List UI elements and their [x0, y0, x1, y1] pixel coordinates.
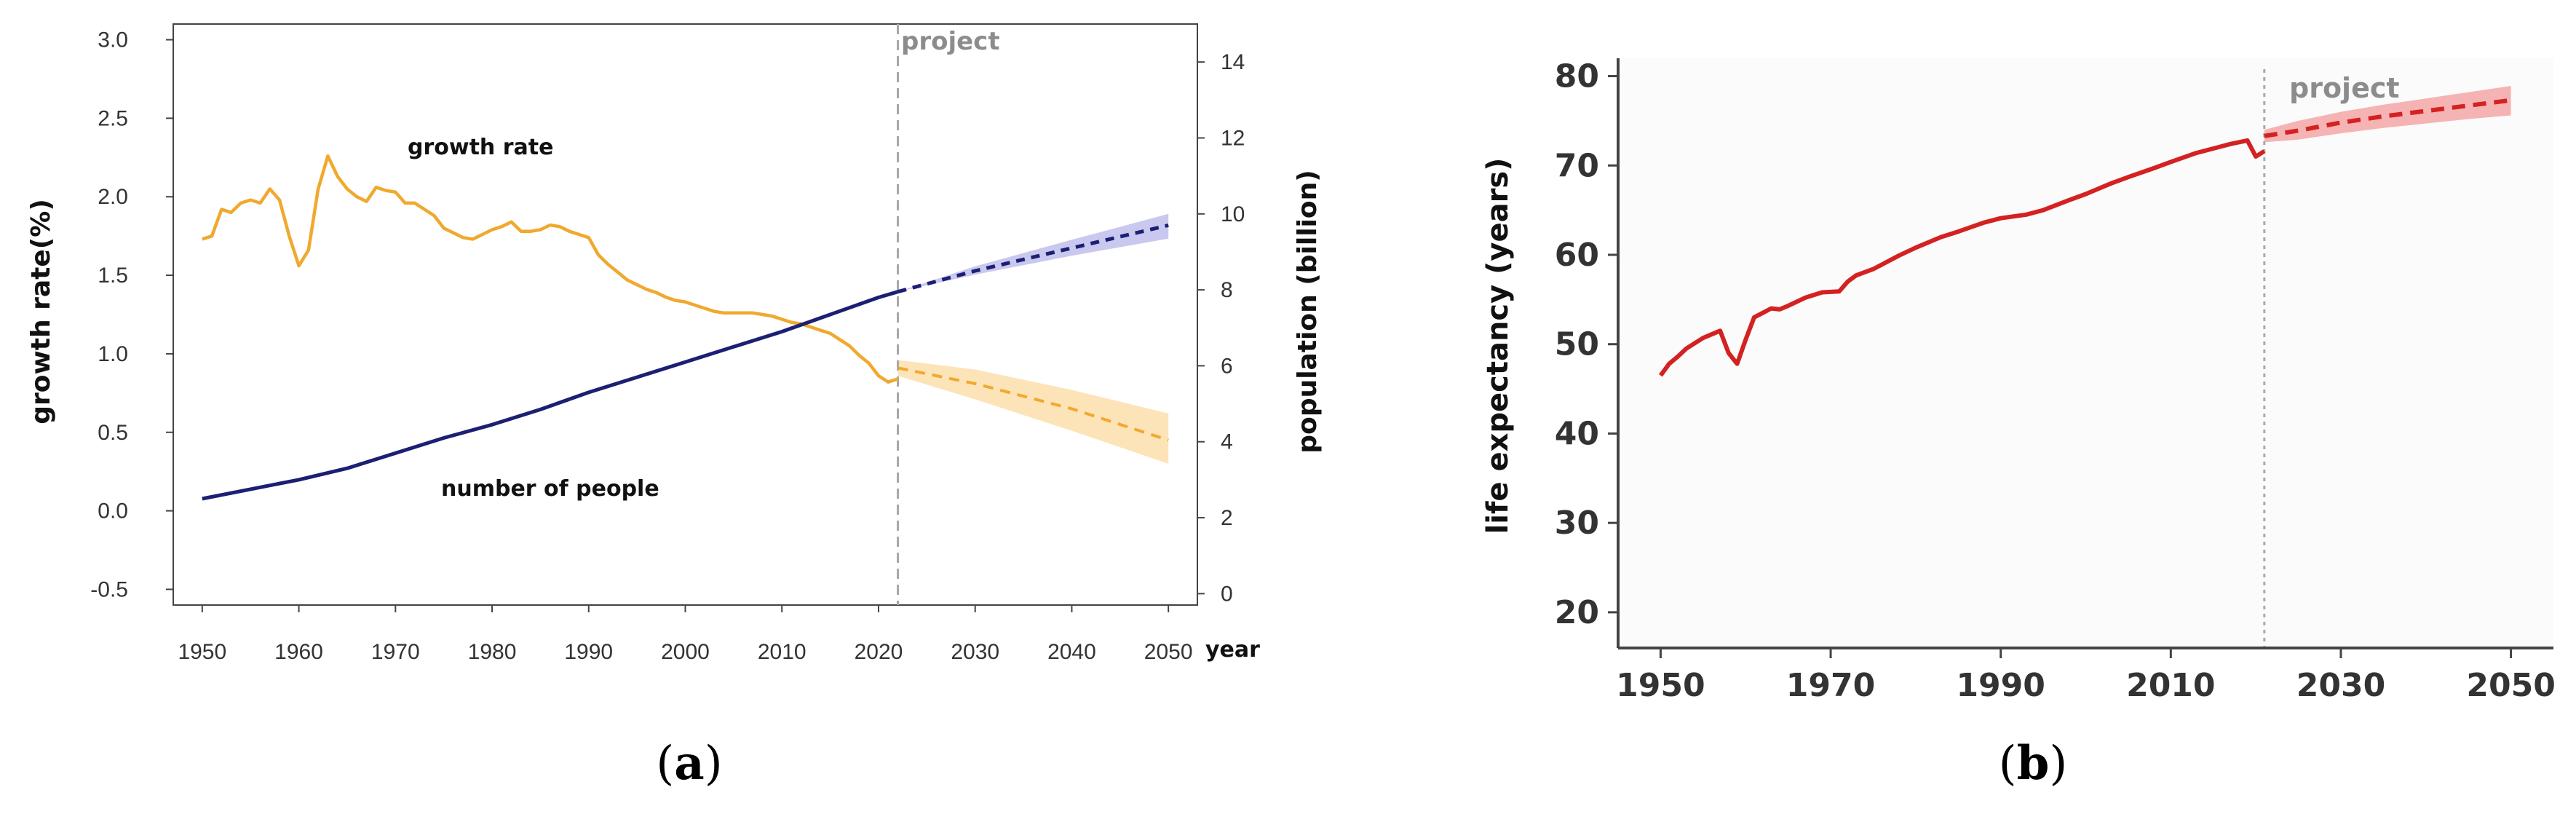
caption-b-letter: b — [2017, 736, 2050, 791]
panel-a-left-tick-label: 0.0 — [98, 499, 128, 523]
panel-a-project-label: project — [901, 27, 1000, 56]
panel-b-lines-group — [1658, 98, 2511, 377]
panel-a-x-tick-label: 2000 — [661, 640, 710, 664]
caption-b-close: ) — [2049, 737, 2067, 791]
number-of-people-annotation: number of people — [441, 476, 659, 502]
panel-a-x-axis-label: year — [1205, 637, 1260, 663]
panel-a-x-tick-label: 2010 — [758, 640, 807, 664]
caption-a-close: ) — [705, 737, 723, 791]
panel-b-x-tick-label: 2050 — [2466, 667, 2555, 704]
population-projection-band — [897, 213, 1169, 292]
panel-b-y-tick-label: 40 — [1555, 415, 1599, 452]
caption-a-letter: a — [674, 736, 704, 791]
panel-a-right-tick-label: 4 — [1221, 430, 1233, 454]
panel-b-x-tick-label: 1950 — [1616, 667, 1705, 704]
panel-a-left-tick-label: -0.5 — [90, 577, 128, 601]
panel-a-x-tick-label: 2030 — [951, 640, 999, 664]
panel-a-x-tick-label: 1980 — [468, 640, 517, 664]
panel-a-x-axis: 1950 1960 1970 1980 1990 2000 2010 2020 2030 2040… — [178, 605, 1193, 664]
panel-a-right-tick-label: 6 — [1221, 354, 1233, 378]
panel-b-x-axis: 1950 1970 1990 2010 2030 2050 — [1616, 648, 2556, 704]
panel-a-right-axis: 0 2 4 6 8 10 12 14 — [1197, 50, 1245, 606]
panel-b-y-tick-label: 50 — [1555, 326, 1599, 363]
panel-b-x-tick-label: 1970 — [1786, 667, 1875, 704]
growth-rate-projection-band — [897, 360, 1169, 464]
panel-b-plot-area — [1618, 58, 2553, 648]
panel-a-right-tick-label: 8 — [1221, 278, 1233, 302]
panel-b-y-tick-label: 20 — [1555, 594, 1599, 631]
panel-b-y-tick-label: 70 — [1555, 147, 1599, 184]
growth-rate-projection-line — [897, 366, 1169, 442]
panel-a-left-tick-label: 1.5 — [98, 264, 128, 288]
panel-a-x-tick-label: 2040 — [1047, 640, 1096, 664]
panel-a-left-tick-label: 3.0 — [98, 28, 128, 52]
panel-a-left-tick-label: 2.0 — [98, 185, 128, 209]
panel-a-left-axis-label: growth rate(%) — [26, 199, 56, 424]
panel-a-x-tick-label: 2050 — [1144, 640, 1193, 664]
panel-b-x-tick-label: 2030 — [2296, 667, 2385, 704]
panel-b-axes — [1617, 58, 2553, 649]
panel-b-x-tick-label: 2010 — [2126, 667, 2215, 704]
panel-a-right-tick-label: 2 — [1221, 506, 1233, 530]
panel-a-population-band-group — [897, 213, 1169, 292]
caption-a-open: ( — [656, 737, 674, 791]
panel-a-right-tick-label: 12 — [1221, 126, 1245, 150]
panel-a-left-axis: -0.5 0.0 0.5 1.0 1.5 2.0 2.5 3.0 — [90, 28, 173, 601]
panel-b-y-tick-label: 60 — [1555, 237, 1599, 274]
panel-b-y-axis-label: life expectancy (years) — [1481, 158, 1515, 534]
panel-a-chart: 1950 1960 1970 1980 1990 2000 2010 2020 2030 2040… — [26, 23, 1323, 664]
growth-rate-annotation: growth rate — [408, 135, 553, 160]
panel-a-x-tick-label: 1970 — [371, 640, 420, 664]
panel-a-right-axis-label: population (billion) — [1293, 170, 1323, 453]
panel-b-chart: 1950 1970 1990 2010 2030 2050 20304050607080 … — [1481, 58, 2556, 704]
panel-a-x-tick-label: 1950 — [178, 640, 226, 664]
number-of-people-line — [202, 290, 899, 501]
panel-b-x-tick-label: 1990 — [1956, 667, 2045, 704]
panel-a-x-tick-label: 1960 — [274, 640, 323, 664]
panel-a-right-tick-label: 10 — [1221, 202, 1245, 226]
life-expectancy-projection-band — [2264, 86, 2511, 143]
number-of-people-projection-line — [897, 223, 1169, 294]
panel-a-x-tick-label: 2020 — [855, 640, 903, 664]
panel-a-right-tick-label: 0 — [1221, 582, 1233, 606]
panel-a-plot-frame — [173, 23, 1198, 606]
panel-b-band-group — [2264, 86, 2511, 143]
panel-a-left-tick-label: 1.0 — [98, 342, 128, 366]
panel-a-growth-band-group — [897, 360, 1169, 464]
growth-rate-line — [202, 154, 899, 384]
caption-a: (a) — [656, 736, 722, 791]
panel-a-x-tick-label: 1990 — [564, 640, 613, 664]
panel-b-y-tick-label: 30 — [1555, 505, 1599, 542]
panel-a-lines-group — [202, 154, 1169, 501]
panel-a-left-tick-label: 0.5 — [98, 421, 128, 445]
life-expectancy-line — [1658, 138, 2266, 377]
panel-b-y-tick-label: 80 — [1555, 58, 1599, 95]
panel-b-y-axis: 20 30 40 50 60 70 80 — [1555, 58, 1618, 631]
caption-b-open: ( — [1999, 737, 2017, 791]
panel-a-left-tick-label: 2.5 — [98, 106, 128, 130]
caption-b: (b) — [1999, 736, 2068, 791]
panel-a-right-tick-label: 14 — [1221, 50, 1245, 74]
panel-b-plot-background — [1618, 58, 2553, 648]
panel-b-project-label: project — [2289, 72, 2400, 104]
